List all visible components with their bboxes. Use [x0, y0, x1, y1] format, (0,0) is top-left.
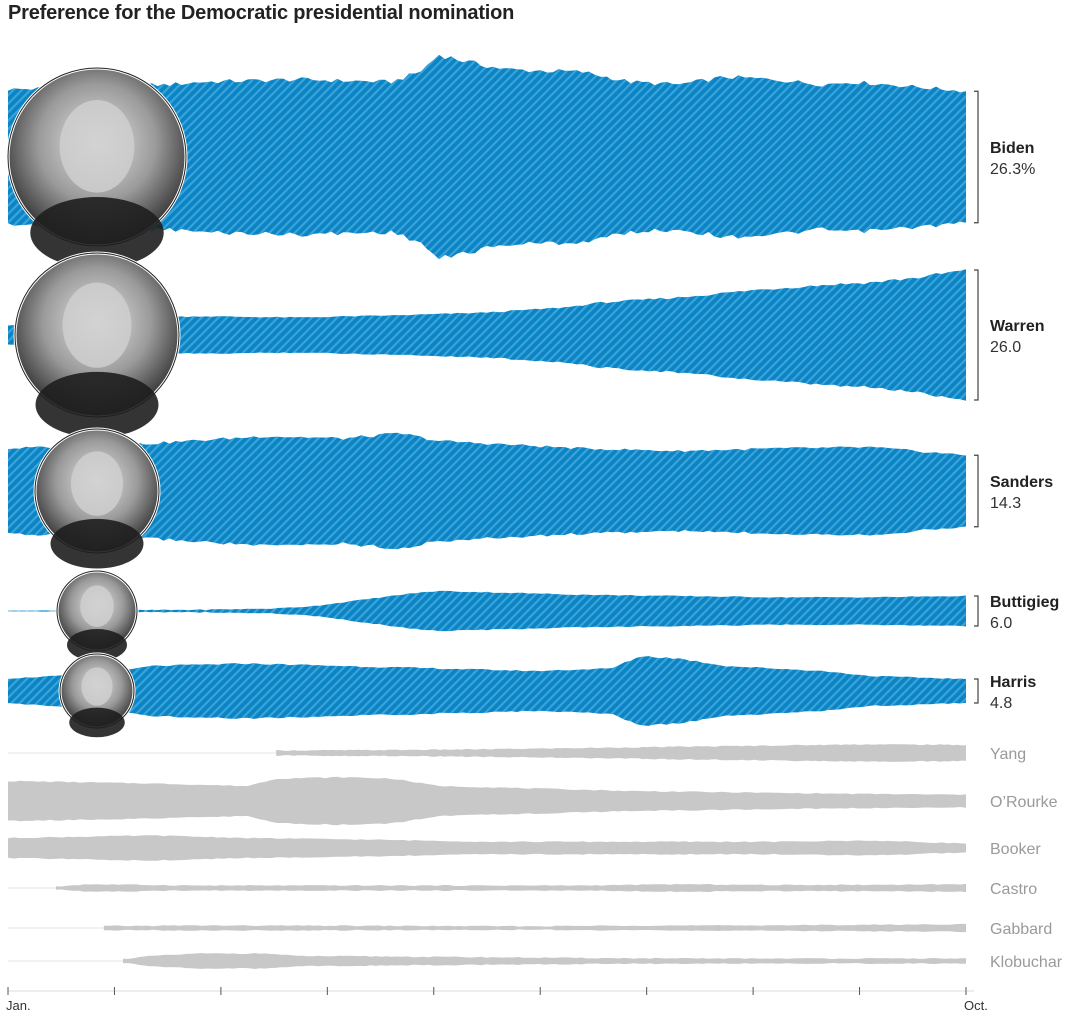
bracket-biden — [974, 90, 979, 224]
warren-photo — [13, 251, 181, 438]
label-yang: Yang — [990, 746, 1026, 763]
band-sanders — [8, 432, 966, 550]
bracket-sanders — [974, 454, 979, 528]
value-biden: 26.3% — [990, 161, 1035, 178]
band-booker — [8, 835, 966, 861]
band-gabbard — [103, 923, 967, 933]
label-buttigieg: Buttigieg — [990, 594, 1059, 611]
value-sanders: 14.3 — [990, 495, 1021, 512]
label-biden: Biden — [990, 140, 1034, 157]
band-buttigieg — [8, 590, 966, 632]
bracket-buttigieg — [974, 595, 979, 627]
bracket-warren — [974, 269, 979, 401]
chart-title: Preference for the Democratic presidenti… — [8, 2, 515, 24]
value-buttigieg: 6.0 — [990, 615, 1012, 632]
value-warren: 26.0 — [990, 339, 1021, 356]
band-klobuchar — [123, 953, 966, 969]
x-tick-label: Oct. — [964, 998, 988, 1013]
band-warren — [8, 269, 966, 401]
x-tick-label: Jan. — [6, 998, 31, 1013]
biden-photo — [6, 66, 188, 269]
sanders-photo — [33, 427, 161, 569]
label-o-rourke: O’Rourke — [990, 794, 1058, 811]
band-o-rourke — [8, 776, 966, 826]
band-harris — [8, 656, 966, 726]
value-harris: 4.8 — [990, 695, 1012, 712]
label-gabbard: Gabbard — [990, 921, 1052, 938]
label-warren: Warren — [990, 318, 1045, 335]
label-booker: Booker — [990, 841, 1041, 858]
harris-photo — [58, 652, 136, 738]
label-castro: Castro — [990, 881, 1037, 898]
label-klobuchar: Klobuchar — [990, 954, 1063, 971]
label-sanders: Sanders — [990, 474, 1053, 491]
label-harris: Harris — [990, 674, 1036, 691]
band-castro — [55, 883, 966, 893]
bracket-harris — [974, 678, 979, 704]
band-yang — [276, 744, 966, 762]
buttigieg-photo — [55, 569, 139, 661]
band-biden — [8, 54, 966, 260]
